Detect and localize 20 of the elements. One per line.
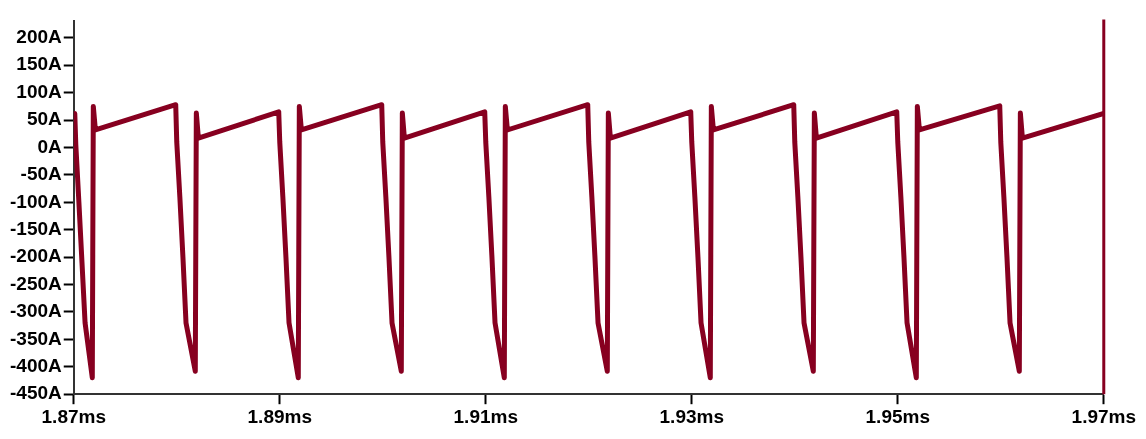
x-tick-label: 1.91ms: [453, 405, 518, 427]
x-tick-label: 1.89ms: [247, 405, 312, 427]
y-tick-label: 200A: [16, 26, 63, 48]
x-tick-label: 1.87ms: [41, 405, 106, 427]
y-tick-label: -250A: [10, 272, 63, 294]
x-tick-label: 1.93ms: [659, 405, 724, 427]
y-tick-label: 50A: [26, 108, 63, 130]
y-tick-label: -100A: [10, 190, 63, 212]
y-tick-label: 0A: [37, 135, 63, 157]
y-tick-label: 100A: [16, 80, 63, 102]
y-tick-label: -150A: [10, 217, 63, 239]
y-tick-label: -400A: [10, 355, 63, 377]
x-tick-label: 1.95ms: [865, 405, 930, 427]
y-tick-label: -450A: [10, 382, 63, 404]
y-tick-label: 150A: [16, 53, 63, 75]
y-tick-label: -300A: [10, 300, 63, 322]
y-tick-label: -350A: [10, 327, 63, 349]
x-tick-label: 1.97ms: [1071, 405, 1137, 427]
y-tick-label: -50A: [20, 163, 63, 185]
y-tick-label: -200A: [10, 245, 63, 267]
